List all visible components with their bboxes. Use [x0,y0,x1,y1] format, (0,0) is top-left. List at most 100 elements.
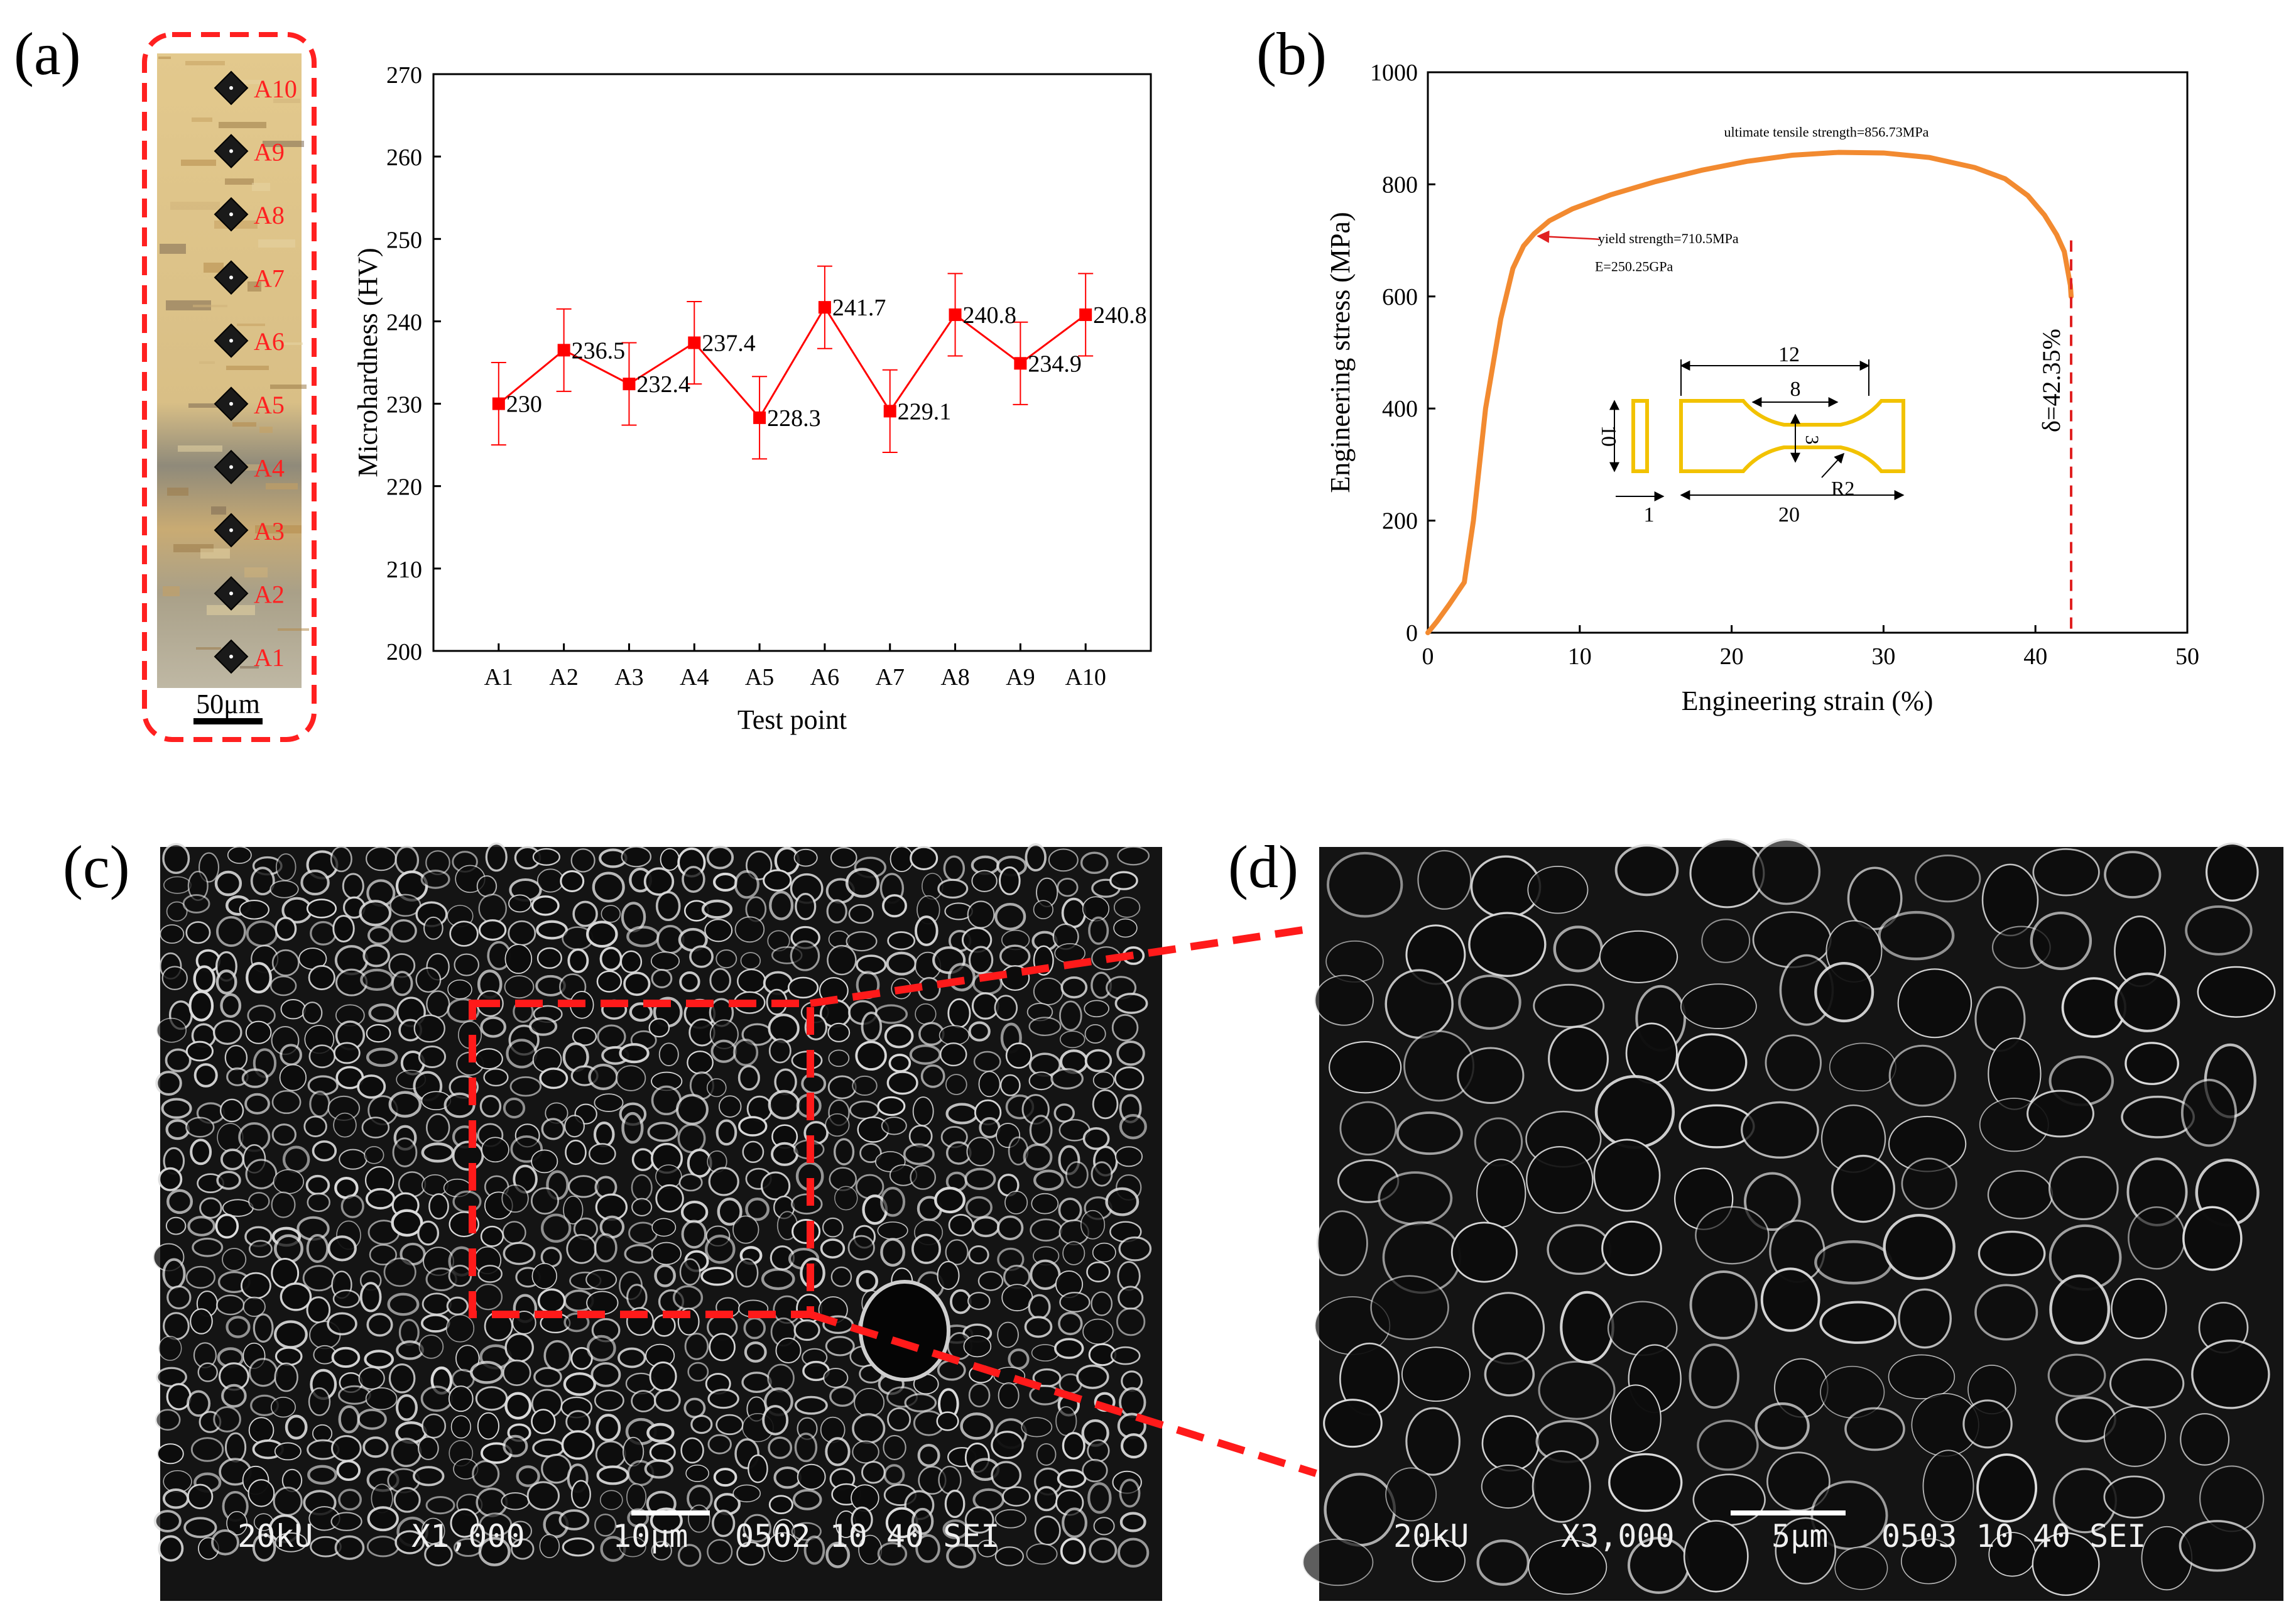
sem-d-dimple [1847,866,1903,931]
dim-radius-arrow [1821,452,1845,478]
panel-label-a: (a) [14,20,81,87]
sem-c-dimple [948,1214,974,1237]
sem-c-dimple [541,1118,565,1140]
sem-c-dimple [366,846,397,871]
sem-c-dimple [649,1442,676,1463]
sem-d-magnification: X3,000 [1561,1518,1675,1554]
sem-c-dimple [936,1411,959,1431]
hardness-point [949,308,962,321]
panel-label-c: (c) [63,833,130,900]
sem-c-dimple [362,1436,389,1458]
sem-c-dimple [273,1487,303,1516]
sem-c-dimple [360,968,394,991]
micrograph-streak [192,117,212,122]
hardness-x-tick-label: A10 [1065,664,1106,691]
sem-c-dimple [216,1171,241,1190]
sem-c-dimple [224,1044,248,1071]
sem-c-dimple [1114,992,1148,1014]
sem-c-dimple [999,1074,1021,1096]
sem-c-dimple [274,1362,298,1392]
sem-c-dimple [244,1093,270,1115]
indentation-label: A7 [254,265,285,293]
sem-c-dimple [685,1464,709,1482]
sem-c-dimple [1118,1236,1152,1262]
sem-d-dimple [1878,910,1955,961]
sem-c-dimple [1092,1071,1115,1089]
zoom-region-box [469,1000,814,1318]
sem-c-dimple [214,870,242,897]
sem-c-dimple [651,968,673,988]
dim-total-length: 20 [1778,503,1800,527]
sem-d-dimple [2103,1475,2165,1519]
sem-c-dimple [940,1042,967,1067]
stress-x-axis: 0 10 20 30 40 50 [1422,625,2199,670]
sem-c-dimple [338,1488,362,1511]
sem-c-dimple [768,1495,793,1515]
sem-c-dimple [590,1362,621,1387]
sem-c-dimple [300,870,330,896]
sem-c-dimple [156,1017,187,1043]
sem-c-dimple [558,1509,590,1531]
sem-c-dimple [1114,1146,1143,1167]
sem-d-dimple [1775,1517,1836,1585]
sem-c-dimple [973,1051,1001,1073]
sem-c-dimple [887,931,916,951]
sem-c-dimple [915,1003,937,1025]
sem-c-dimple [643,867,675,896]
sem-c-dimple [1076,1364,1109,1389]
sem-c-dimple [220,1149,245,1171]
sem-c-dimple [359,900,392,927]
sem-c-dimple [185,921,211,944]
sem-c-dimple [452,1140,484,1171]
sem-c-dimple [999,866,1021,895]
sem-c-dimple [997,1321,1019,1348]
sem-c-dimple [227,846,252,864]
sem-d-dimple [1741,1101,1819,1159]
sem-c-dimple [187,1216,216,1237]
sem-c-dimple [877,1542,908,1566]
sem-d-dimple [1378,1171,1453,1226]
sem-c-dimple [769,890,794,920]
hardness-data-label: 240.8 [963,302,1017,329]
sem-c-dimple [420,1385,453,1412]
sem-c-dimple [797,1463,826,1490]
sem-c-dimple [883,1464,905,1486]
sem-c-dimple [855,1040,887,1071]
sem-c-dimple [332,1289,361,1309]
sem-c-dimple [621,1111,644,1144]
sem-c-dimple [185,1265,215,1289]
sem-d-dimple [2030,911,2092,970]
sem-c-dimple [596,970,623,993]
sem-c-dimple [239,900,269,920]
sem-c-dimple [595,1440,626,1469]
hardness-data-label: 240.8 [1093,302,1147,329]
sem-c-dimple [652,1314,676,1337]
sem-c-dimple [308,1387,331,1416]
sem-c-dimple [508,894,532,913]
sem-c-dimple [1062,1241,1085,1265]
hardness-point [557,344,570,357]
stress-x-tick-label: 40 [2023,643,2047,670]
sem-d-dimple [1900,1538,1957,1585]
sem-c-dimple [718,1095,742,1118]
sem-d-dimple [1526,1145,1594,1214]
sem-c-dimple [252,1533,276,1562]
sem-c-dimple [1026,1543,1058,1565]
micrograph-streak [232,422,256,427]
sem-c-dimple [165,1048,192,1073]
sem-c-dimple [1059,1292,1091,1313]
panel-label-b: (b) [1256,20,1327,87]
sem-c-dimple [1105,1187,1140,1216]
micrograph-streak [158,57,171,59]
indentation-label: A6 [254,327,285,356]
elongation-label: δ=42.35% [2037,329,2065,432]
sem-c-dimple [241,1068,269,1088]
indentation-center [229,401,233,406]
sem-c-dimple [327,1312,357,1336]
sem-c-dimple [388,1091,422,1118]
sem-c-dimple [945,1239,969,1265]
sem-c-dimple [629,1002,653,1022]
sem-c-dimple [681,1220,707,1249]
hardness-point [623,378,636,391]
sem-c-dimple [479,1095,502,1118]
